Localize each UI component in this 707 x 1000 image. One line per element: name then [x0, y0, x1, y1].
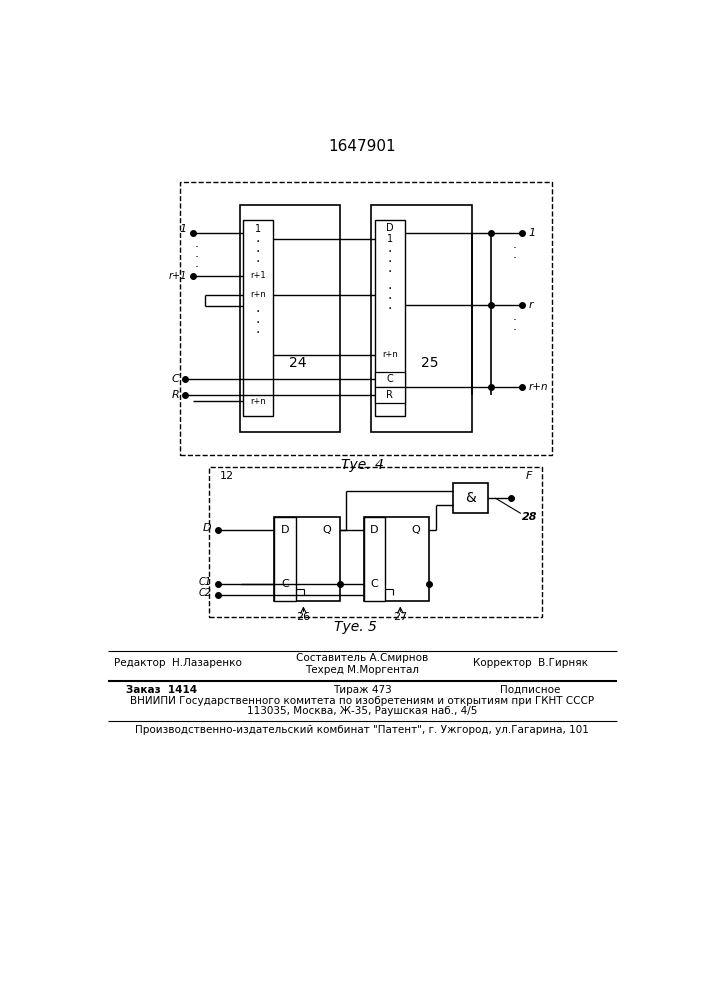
Text: C: C	[281, 579, 289, 589]
Text: 24: 24	[289, 356, 306, 370]
Text: r+n: r+n	[250, 397, 266, 406]
Bar	[363, 517, 429, 601]
Text: C: C	[387, 374, 393, 384]
Text: ·: ·	[256, 255, 260, 269]
Text: ·: ·	[513, 324, 517, 337]
Text: 113035, Москва, Ж-35, Раушская наб., 4/5: 113035, Москва, Ж-35, Раушская наб., 4/5	[247, 706, 477, 716]
Bar	[375, 220, 404, 416]
Bar	[274, 517, 296, 601]
Text: 12: 12	[220, 471, 234, 481]
Text: ·: ·	[195, 261, 199, 274]
Text: Редактор  Н.Лазаренко: Редактор Н.Лазаренко	[114, 658, 241, 668]
Text: r+n: r+n	[529, 382, 548, 392]
Text: ·: ·	[513, 314, 517, 327]
Text: ·: ·	[256, 316, 260, 330]
Text: 28: 28	[522, 512, 538, 522]
Bar	[452, 483, 488, 513]
Bar	[243, 220, 273, 416]
Text: Составитель А.Смирнов: Составитель А.Смирнов	[296, 653, 428, 663]
Text: 26: 26	[296, 612, 310, 622]
Text: ·: ·	[387, 292, 392, 306]
Text: r+n: r+n	[250, 290, 266, 299]
Text: ВНИИПИ Государственного комитета по изобретениям и открытиям при ГКНТ СССР: ВНИИПИ Государственного комитета по изоб…	[130, 696, 594, 706]
Text: Заказ  1414: Заказ 1414	[127, 685, 197, 695]
Text: Корректор  В.Гирняк: Корректор В.Гирняк	[472, 658, 588, 668]
Bar	[375, 387, 404, 403]
Text: C1: C1	[199, 577, 211, 587]
Text: ·: ·	[387, 265, 392, 279]
Text: r: r	[529, 300, 533, 310]
Text: ·: ·	[256, 245, 260, 259]
Bar	[375, 372, 404, 387]
Text: R: R	[171, 390, 179, 400]
Bar	[371, 205, 472, 432]
Text: 27: 27	[393, 612, 407, 622]
Bar	[274, 517, 340, 601]
Text: Производственно-издательский комбинат "Патент", г. Ужгород, ул.Гагарина, 101: Производственно-издательский комбинат "П…	[135, 725, 589, 735]
Text: 1: 1	[387, 234, 393, 244]
Text: ·: ·	[387, 302, 392, 316]
Text: Q: Q	[411, 525, 420, 535]
Bar	[240, 205, 340, 432]
Text: ·: ·	[513, 252, 517, 265]
Text: Тираж 473: Тираж 473	[332, 685, 392, 695]
Text: 1: 1	[180, 224, 187, 234]
Text: ·: ·	[387, 282, 392, 296]
Text: ·: ·	[195, 251, 199, 264]
Text: D: D	[370, 525, 379, 535]
Text: r+1: r+1	[250, 271, 266, 280]
Text: ·: ·	[387, 245, 392, 259]
Text: Техред М.Моргентал: Техред М.Моргентал	[305, 665, 419, 675]
Text: 1: 1	[529, 228, 536, 238]
Text: D: D	[281, 525, 289, 535]
Text: D: D	[386, 223, 394, 233]
Text: ·: ·	[195, 241, 199, 254]
Text: ·: ·	[387, 255, 392, 269]
Text: 25: 25	[421, 356, 438, 370]
Text: ·: ·	[513, 242, 517, 255]
Bar	[209, 466, 542, 617]
Text: Τуе. 5: Τуе. 5	[334, 620, 378, 634]
Text: &: &	[464, 491, 475, 505]
Text: Q: Q	[322, 525, 331, 535]
Text: r+n: r+n	[382, 350, 398, 359]
Text: ·: ·	[256, 306, 260, 320]
Text: Τуе. 4: Τуе. 4	[341, 458, 383, 472]
Text: ·: ·	[256, 326, 260, 340]
Text: ·: ·	[256, 235, 260, 249]
Bar	[363, 517, 385, 601]
Text: C: C	[171, 374, 179, 384]
Text: C2: C2	[199, 588, 211, 598]
Text: 1: 1	[255, 224, 261, 234]
Text: D: D	[203, 523, 211, 533]
Text: 1647901: 1647901	[328, 139, 396, 154]
Text: C: C	[370, 579, 378, 589]
Text: r+1: r+1	[168, 271, 187, 281]
Text: Подписное: Подписное	[500, 685, 561, 695]
Bar	[180, 182, 552, 455]
Text: R: R	[387, 390, 393, 400]
Text: F: F	[526, 471, 532, 481]
